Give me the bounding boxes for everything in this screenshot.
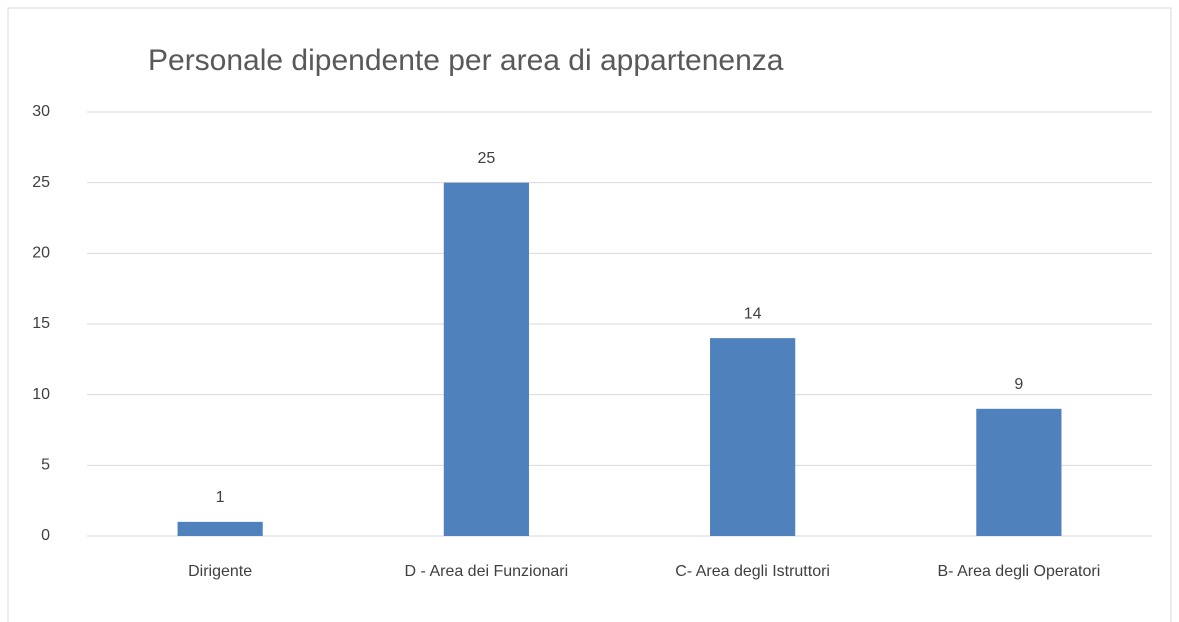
x-label-box: C- Area degli Istruttori: [675, 563, 830, 580]
x-label-box: D - Area dei Funzionari: [404, 563, 569, 580]
data-label: 25: [477, 150, 495, 167]
x-tick-label: Dirigente: [188, 563, 253, 580]
x-tick-label: D - Area dei Funzionari: [404, 563, 569, 580]
bar: [177, 521, 263, 536]
x-tick-label: C- Area degli Istruttori: [675, 563, 830, 580]
y-tick-label: 20: [32, 245, 50, 262]
data-label: 9: [1014, 376, 1023, 393]
bar: [443, 182, 529, 536]
y-tick-label: 15: [32, 315, 50, 332]
x-label-box: B- Area degli Operatori: [937, 563, 1101, 580]
y-tick-label: 0: [41, 527, 50, 544]
y-tick-label: 5: [41, 457, 50, 474]
bar: [710, 338, 796, 536]
bar: [976, 408, 1062, 536]
y-tick-label: 30: [32, 103, 50, 120]
y-tick-label: 25: [32, 174, 50, 191]
x-label-box: Dirigente: [188, 563, 253, 580]
x-tick-label: B- Area degli Operatori: [937, 563, 1101, 580]
chart-title: Personale dipendente per area di apparte…: [148, 44, 784, 77]
data-label: 1: [216, 489, 225, 506]
data-label: 14: [744, 305, 762, 322]
y-tick-label: 10: [32, 386, 50, 403]
